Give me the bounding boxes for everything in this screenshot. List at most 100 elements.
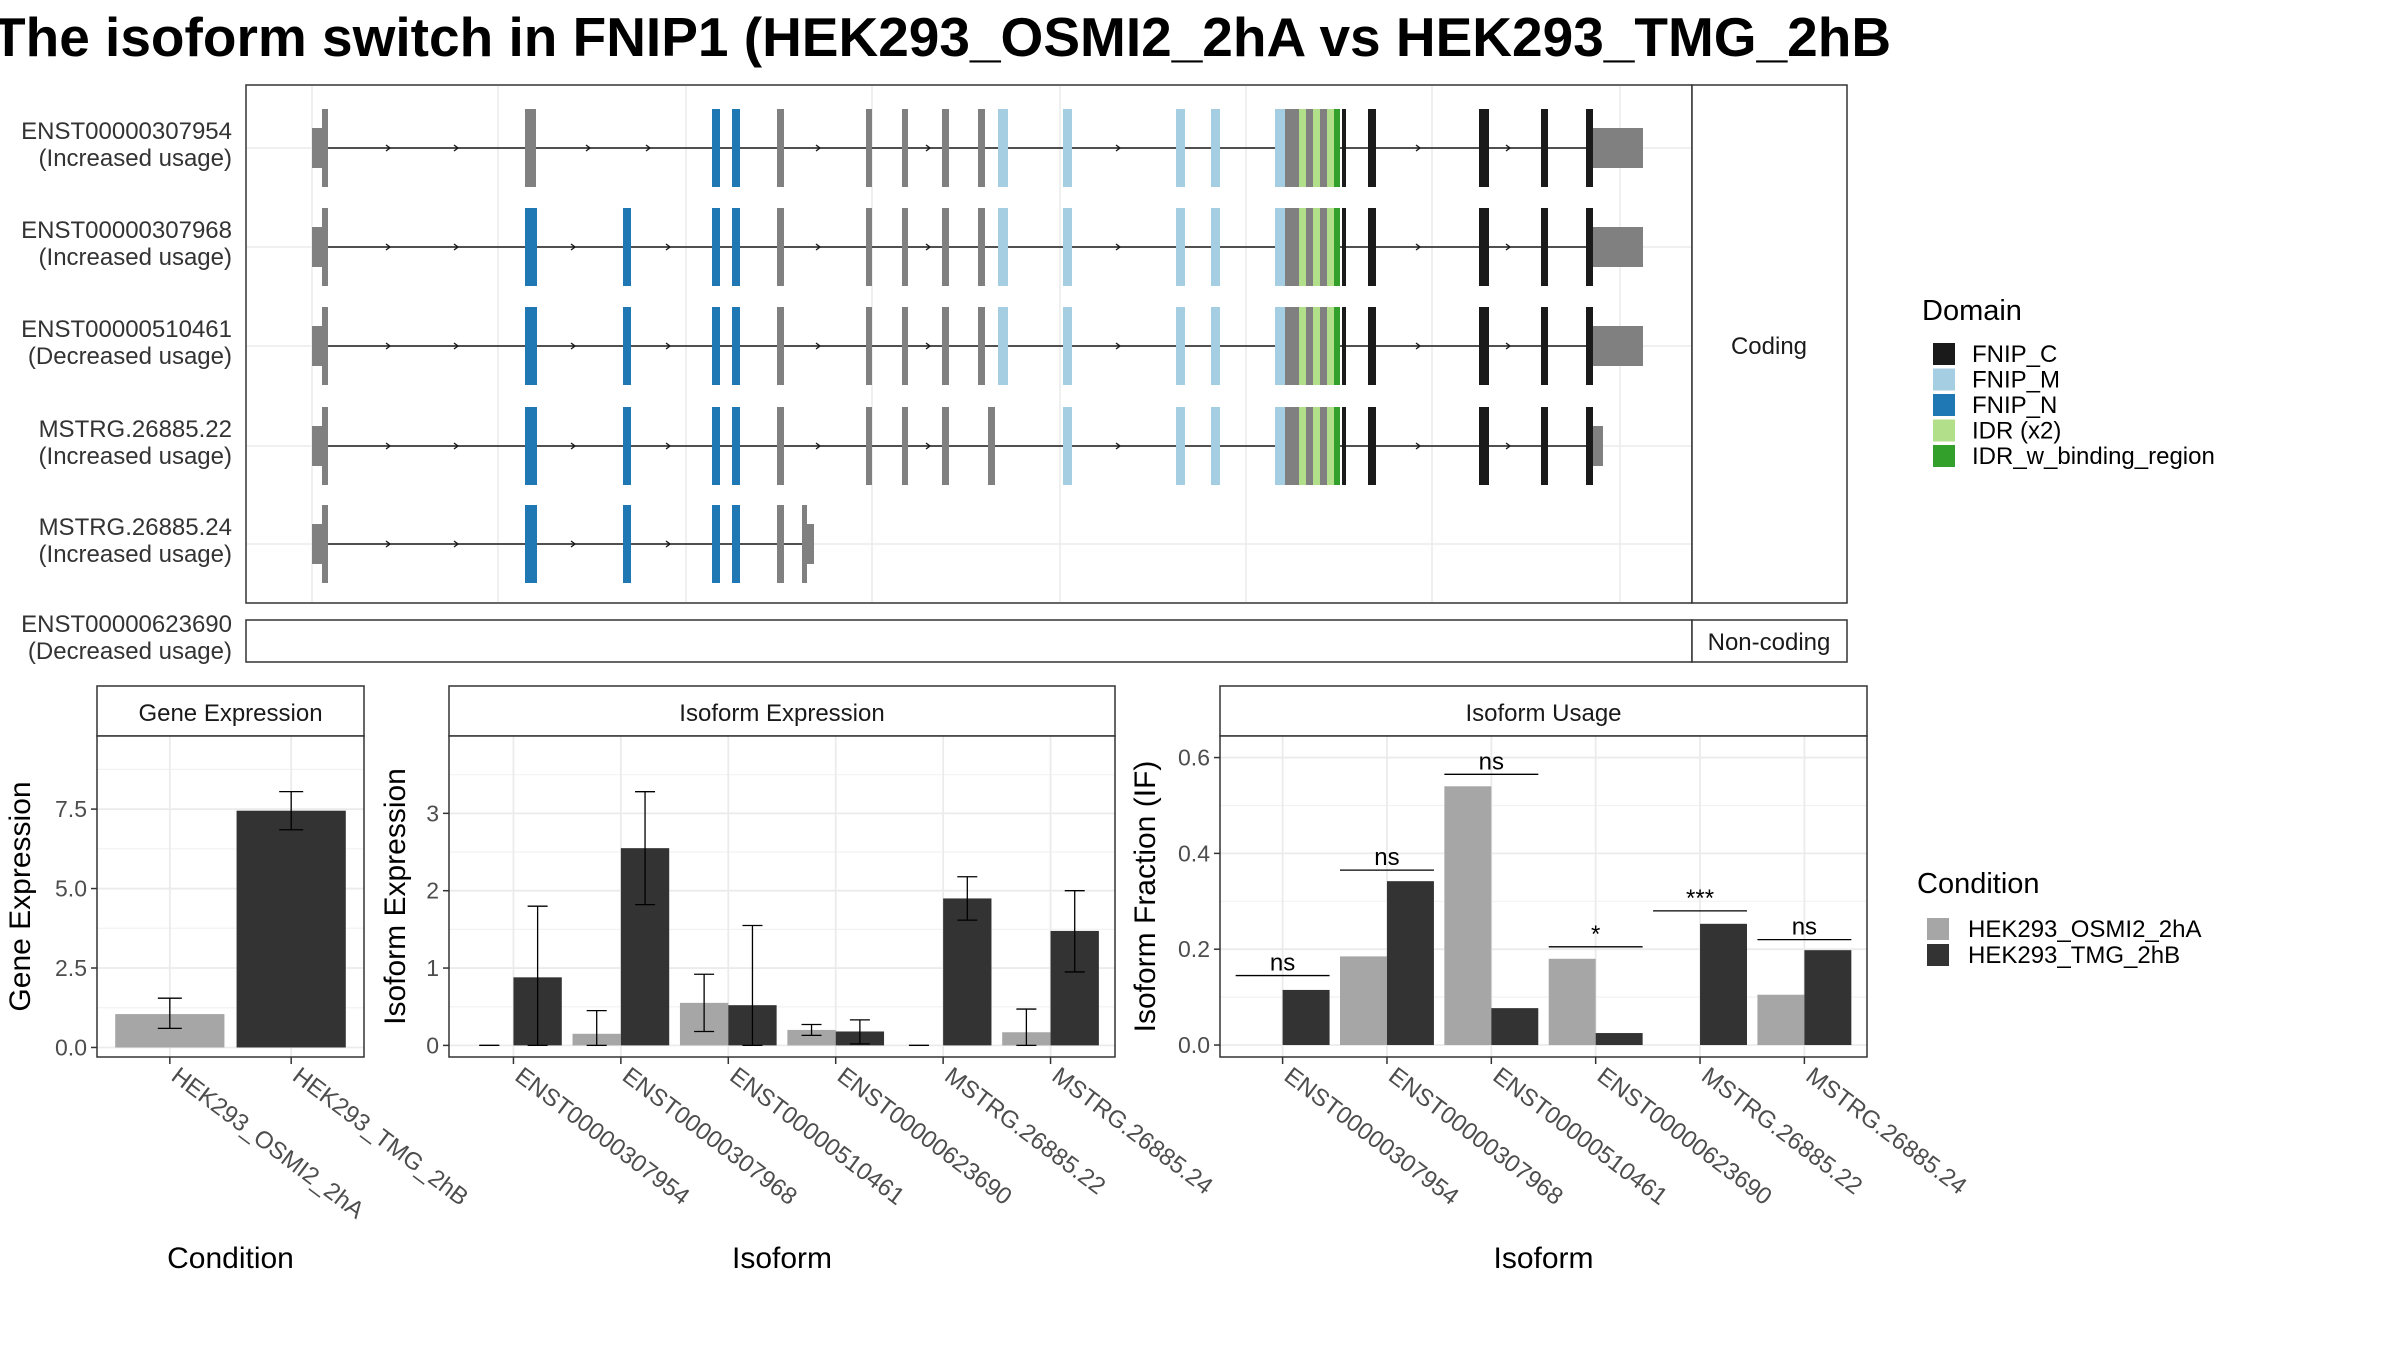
exon	[1593, 227, 1643, 267]
domain-legend-label: FNIP_M	[1972, 367, 2060, 394]
y-tick-label: 2	[426, 878, 439, 904]
significance-label: ns	[1479, 748, 1504, 775]
exon	[712, 407, 720, 485]
intron-arrow	[665, 442, 672, 450]
domain-legend-label: FNIP_C	[1972, 341, 2057, 368]
x-tick-label: ENST00000307954	[510, 1062, 695, 1210]
exon	[1313, 109, 1320, 187]
exon	[902, 208, 908, 286]
exon	[1479, 208, 1489, 286]
intron-arrow	[1115, 243, 1122, 251]
domain-legend-key	[1933, 368, 1955, 391]
exon	[1285, 109, 1299, 187]
exon	[1285, 208, 1299, 286]
bar-chart-panels: Gene Expression 0.0 2.5 5.0 7.5 HEK293_OSMI2_…	[4, 685, 1972, 1275]
exon	[1299, 109, 1306, 187]
chart-title: Gene Expression	[138, 700, 322, 727]
exon	[942, 208, 949, 286]
exon	[322, 208, 328, 286]
transcript-row-0	[312, 109, 1643, 187]
exon	[312, 128, 322, 168]
intron-arrow	[815, 243, 822, 251]
y-axis-title: Isoform Expression	[379, 768, 412, 1025]
x-tick-label: ENST00000307954	[1279, 1062, 1464, 1210]
domain-legend-key	[1933, 419, 1955, 442]
transcript-usage-label: (Increased usage)	[39, 244, 232, 271]
exon	[732, 407, 740, 485]
intron-arrow	[815, 342, 822, 350]
exon	[1334, 407, 1340, 485]
chart-strip	[448, 685, 1116, 737]
chart-panel-2: Isoform Usage0.00.20.40.6nsnsns****nsENS…	[1129, 685, 1972, 1275]
exon	[1211, 407, 1220, 485]
domain-legend-key	[1933, 445, 1955, 467]
exon	[1327, 208, 1334, 286]
transcript-row-1	[312, 208, 1643, 286]
exon	[312, 524, 322, 564]
intron-arrow	[570, 342, 577, 350]
x-tick-label: HEK293_OSMI2_2hA	[166, 1062, 369, 1224]
transcript-id-label: ENST00000623690	[21, 611, 232, 638]
condition-legend-key	[1927, 944, 1949, 966]
exon	[1211, 208, 1220, 286]
transcript-panel: Coding Non-coding ENST00000307954(Increa…	[21, 84, 1848, 665]
bar	[1757, 994, 1805, 1046]
significance-label: *	[1591, 921, 1600, 948]
exon	[1327, 109, 1334, 187]
intron-arrow	[570, 540, 577, 548]
plot-border	[448, 735, 1116, 1058]
y-tick-label: 0.6	[1178, 745, 1210, 771]
exon	[866, 407, 872, 485]
exon	[1176, 407, 1185, 485]
intron-arrow	[453, 243, 460, 251]
bar	[236, 810, 346, 1048]
exon	[998, 307, 1008, 385]
exon	[732, 208, 740, 286]
y-tick-label: 0.0	[1178, 1032, 1210, 1058]
transcript-id-label: ENST00000510461	[21, 316, 232, 343]
exon	[777, 307, 784, 385]
exon	[1586, 407, 1593, 485]
exon	[1275, 407, 1285, 485]
exon	[525, 208, 537, 286]
bar	[1491, 1008, 1539, 1046]
exon	[732, 109, 740, 187]
exon	[1334, 307, 1340, 385]
chart-panel-1: Isoform Expression0123ENST00000307954ENS…	[379, 685, 1218, 1275]
y-tick-label: 0	[426, 1032, 439, 1058]
intron-arrow	[665, 243, 672, 251]
exon	[1299, 208, 1306, 286]
domain-legend-title: Domain	[1922, 295, 2022, 327]
intron-arrow	[925, 342, 932, 350]
bar	[1548, 958, 1596, 1046]
exon	[978, 307, 985, 385]
exon	[1342, 407, 1346, 485]
exon	[902, 307, 908, 385]
x-axis-title: Isoform	[1493, 1242, 1593, 1275]
transcript-rows	[312, 109, 1643, 661]
y-tick-label: 2.5	[55, 955, 87, 981]
exon	[712, 109, 720, 187]
exon	[1320, 407, 1327, 485]
exon	[942, 407, 949, 485]
exon	[1334, 208, 1340, 286]
exon	[1320, 208, 1327, 286]
exon	[1063, 109, 1072, 187]
domain-legend-label: IDR_w_binding_region	[1972, 443, 2215, 470]
intron-arrow	[1415, 442, 1422, 450]
exon	[1063, 407, 1072, 485]
exon	[978, 208, 985, 286]
intron-arrow	[1115, 442, 1122, 450]
intron-arrow	[1115, 144, 1122, 152]
intron-arrow	[1505, 342, 1512, 350]
intron-arrow	[385, 442, 392, 450]
plot-border	[1219, 735, 1868, 1058]
intron-arrow	[453, 540, 460, 548]
exon	[623, 407, 631, 485]
exon	[1479, 307, 1489, 385]
intron-arrow	[570, 243, 577, 251]
exon	[525, 505, 537, 583]
